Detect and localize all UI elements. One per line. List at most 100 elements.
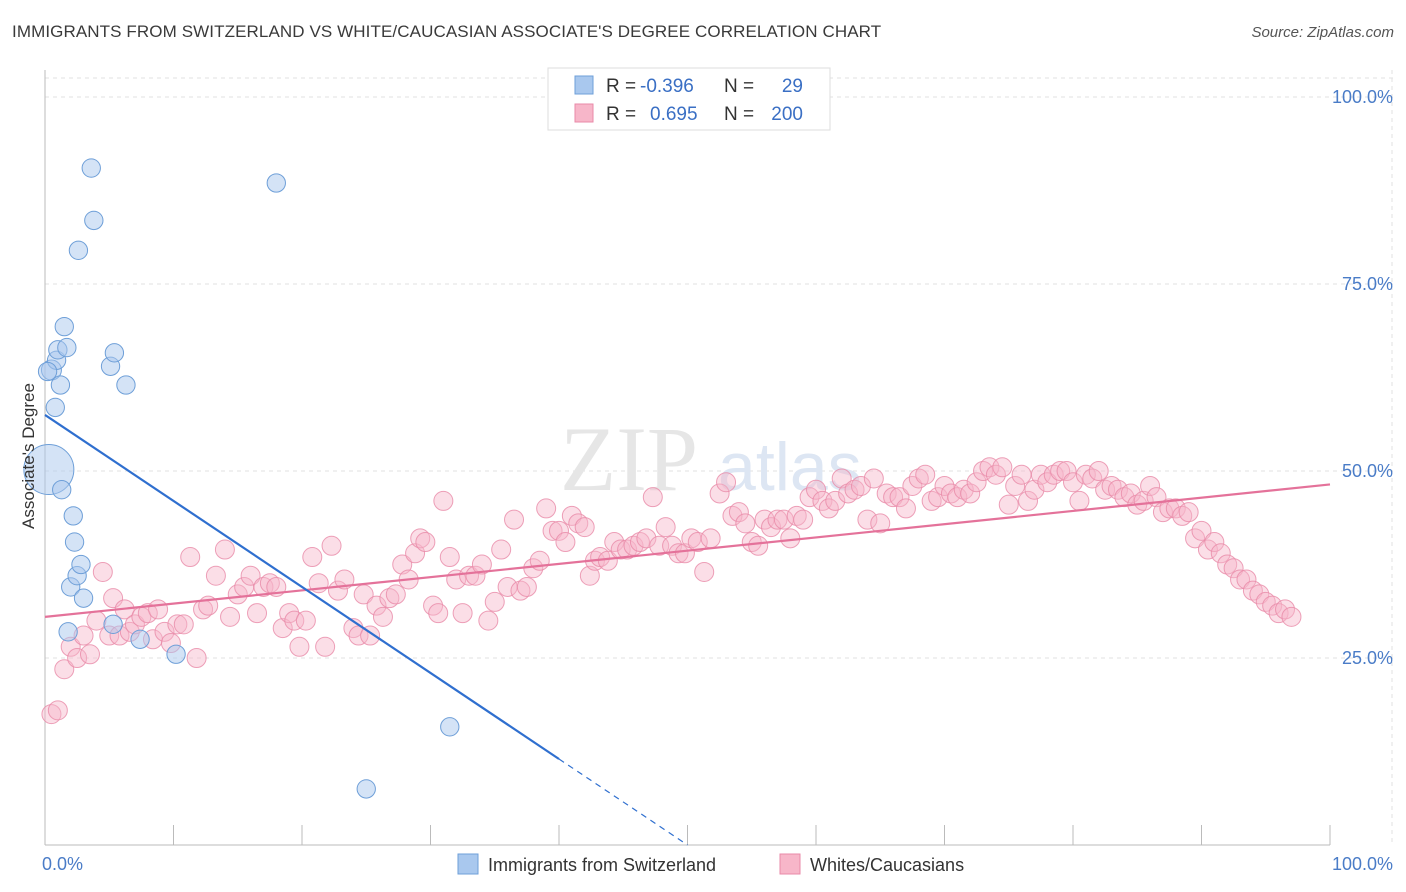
pink-point-185 bbox=[1217, 554, 1238, 575]
pink-point-151 bbox=[998, 494, 1019, 515]
pink-trend-line bbox=[44, 483, 1331, 618]
pink-point-134 bbox=[889, 487, 910, 508]
legend-swatch-blue bbox=[574, 75, 594, 95]
pink-point-191 bbox=[1255, 591, 1276, 612]
pink-point-172 bbox=[1133, 490, 1154, 511]
pink-point-82 bbox=[555, 532, 576, 553]
pink-point-24 bbox=[186, 648, 207, 668]
pink-point-52 bbox=[366, 595, 387, 616]
pink-point-187 bbox=[1230, 569, 1251, 590]
pink-point-22 bbox=[173, 614, 194, 635]
pink-point-54 bbox=[379, 588, 400, 609]
pink-point-127 bbox=[844, 479, 865, 500]
pink-point-106 bbox=[709, 483, 730, 504]
pink-point-115 bbox=[767, 509, 788, 530]
legend-swatch-pink bbox=[574, 103, 594, 123]
pink-point-19 bbox=[154, 621, 175, 642]
pink-point-126 bbox=[838, 483, 859, 504]
blue-point-12 bbox=[64, 532, 85, 552]
pink-point-125 bbox=[831, 468, 852, 489]
pink-point-153 bbox=[1011, 464, 1032, 485]
blue-point-20 bbox=[103, 614, 123, 635]
pink-point-91 bbox=[610, 539, 631, 560]
pink-point-37 bbox=[272, 618, 293, 639]
pink-point-155 bbox=[1024, 479, 1045, 500]
pink-point-23 bbox=[180, 547, 201, 568]
pink-point-165 bbox=[1088, 461, 1109, 481]
blue-point-25 bbox=[266, 173, 286, 193]
pink-point-85 bbox=[574, 517, 595, 538]
watermark-zip: ZIP bbox=[560, 408, 698, 510]
y-tick-label-1: 50.0% bbox=[1342, 461, 1393, 481]
pink-point-101 bbox=[674, 543, 695, 564]
pink-point-178 bbox=[1172, 505, 1193, 526]
bottom-legend: Immigrants from Switzerland Whites/Cauca… bbox=[457, 853, 964, 875]
pink-point-79 bbox=[536, 498, 557, 519]
legend-n-label-2: N = bbox=[724, 104, 754, 125]
blue-point-21 bbox=[104, 343, 125, 363]
blue-point-6 bbox=[52, 480, 72, 500]
y-tick-label-3: 100.0% bbox=[1332, 87, 1393, 107]
pink-point-161 bbox=[1063, 472, 1083, 493]
pink-point-195 bbox=[1281, 606, 1302, 627]
pink-point-160 bbox=[1056, 461, 1077, 481]
legend-n-label-1: N = bbox=[724, 76, 754, 97]
pink-point-176 bbox=[1159, 498, 1180, 519]
source-label: Source: ZipAtlas.com bbox=[1251, 24, 1394, 41]
pink-point-186 bbox=[1223, 558, 1244, 579]
pink-point-8 bbox=[92, 561, 113, 582]
blue-point-7 bbox=[54, 316, 74, 337]
pink-point-56 bbox=[392, 554, 413, 575]
blue-point-24 bbox=[166, 644, 186, 664]
pink-point-119 bbox=[793, 509, 814, 530]
pink-point-179 bbox=[1178, 502, 1199, 523]
pink-point-159 bbox=[1050, 461, 1071, 481]
pink-point-53 bbox=[372, 606, 393, 627]
y-tick-label-0: 25.0% bbox=[1342, 648, 1393, 668]
blue-point-8 bbox=[57, 337, 77, 358]
blue-trend-line bbox=[44, 413, 560, 760]
pink-point-81 bbox=[549, 520, 569, 541]
pink-point-189 bbox=[1242, 580, 1263, 601]
pink-point-75 bbox=[510, 580, 531, 601]
legend-r-value-2: 0.695 bbox=[650, 104, 698, 125]
pink-point-145 bbox=[960, 483, 981, 504]
bottom-legend-swatch-blue bbox=[457, 853, 479, 875]
legend-r-label-1: R = bbox=[606, 76, 636, 97]
pink-point-40 bbox=[289, 636, 310, 657]
blue-point-11 bbox=[63, 506, 83, 526]
pink-point-16 bbox=[137, 603, 158, 624]
blue-point-17 bbox=[81, 158, 101, 178]
blue-point-16 bbox=[73, 588, 94, 608]
pink-point-67 bbox=[459, 565, 480, 586]
blue-point-22 bbox=[116, 375, 136, 395]
pink-point-86 bbox=[579, 565, 600, 586]
pink-point-58 bbox=[405, 543, 426, 564]
bottom-legend-swatch-pink bbox=[779, 853, 801, 875]
legend-n-value-2: 200 bbox=[771, 104, 803, 125]
tick-labels: 25.0% 50.0% 75.0% 100.0% 0.0% 100.0% bbox=[42, 87, 1393, 874]
pink-point-84 bbox=[568, 513, 589, 534]
pink-point-55 bbox=[385, 584, 406, 605]
pink-point-109 bbox=[728, 502, 749, 523]
pink-point-69 bbox=[471, 554, 492, 575]
blue-point-26 bbox=[356, 779, 376, 799]
pink-point-0 bbox=[41, 704, 62, 725]
bottom-legend-label-blue: Immigrants from Switzerland bbox=[488, 855, 716, 875]
blue-point-27 bbox=[440, 717, 460, 737]
pink-point-162 bbox=[1069, 490, 1090, 511]
bottom-legend-label-pink: Whites/Caucasians bbox=[810, 855, 964, 875]
legend-box: R = -0.396 N = 29 R = 0.695 N = 200 bbox=[547, 67, 831, 131]
pink-point-135 bbox=[895, 498, 916, 519]
pink-point-60 bbox=[415, 532, 436, 553]
pink-point-70 bbox=[478, 610, 499, 631]
pink-point-39 bbox=[284, 610, 305, 631]
pink-point-181 bbox=[1191, 520, 1212, 541]
pink-point-107 bbox=[716, 472, 737, 493]
watermark-atlas: atlas bbox=[718, 429, 862, 505]
pink-point-27 bbox=[205, 565, 226, 586]
pink-point-138 bbox=[915, 464, 936, 485]
pink-point-64 bbox=[439, 547, 460, 568]
pink-point-18 bbox=[148, 599, 169, 620]
pink-point-150 bbox=[992, 457, 1013, 478]
